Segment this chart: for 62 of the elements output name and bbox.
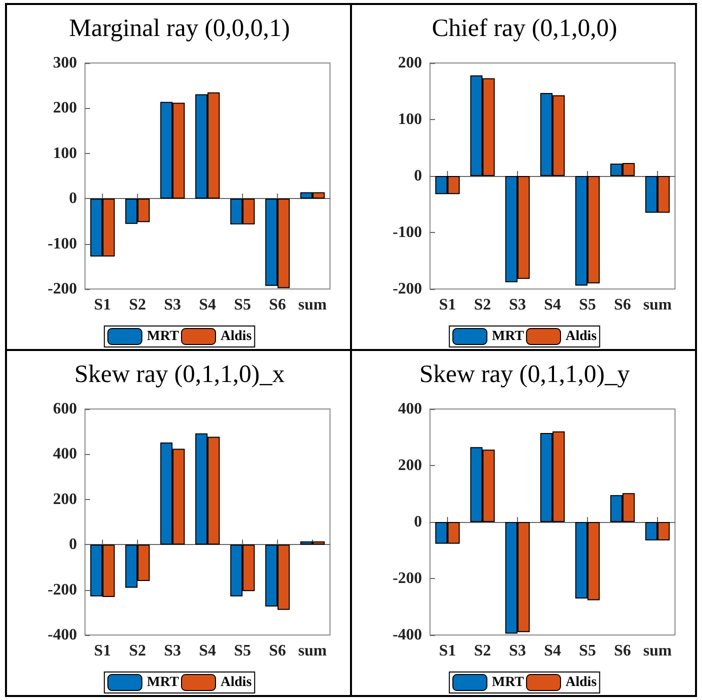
y-tick-label: -400	[48, 626, 77, 644]
x-tick-label: S2	[129, 296, 146, 314]
y-tick-label: 100	[398, 111, 422, 128]
y-tick-label: 200	[398, 457, 422, 474]
y-tick-label: 0	[69, 536, 77, 554]
y-tick-label: 400	[398, 400, 422, 418]
x-tick-label: S4	[544, 642, 561, 660]
y-tick-label: 0	[69, 190, 77, 208]
y-tick-label: 0	[414, 514, 422, 530]
x-tick-label: sum	[298, 642, 328, 660]
x-tick-label: S6	[269, 296, 286, 314]
legend-label: Aldis	[220, 329, 252, 344]
x-tick-label: S4	[199, 642, 216, 660]
chart-title: Skew ray (0,1,1,0)_x	[74, 361, 286, 388]
x-tick-label: S3	[164, 642, 181, 660]
y-tick-label: 200	[398, 54, 422, 72]
legend-label: MRT	[492, 329, 525, 344]
y-tick-label: 100	[53, 144, 77, 162]
y-tick-label: -100	[392, 224, 422, 241]
legend-label: MRT	[146, 675, 180, 690]
x-tick-label: S2	[474, 642, 491, 660]
x-tick-label: S5	[234, 642, 251, 660]
y-tick-label: 300	[53, 54, 77, 72]
x-tick-label: S3	[164, 296, 181, 314]
y-tick-label: -200	[392, 280, 422, 298]
y-tick-label: -200	[48, 280, 77, 298]
x-tick-label: S2	[129, 642, 146, 660]
x-tick-label: sum	[643, 296, 672, 314]
legend-label: Aldis	[566, 675, 598, 690]
x-tick-label: S5	[234, 296, 251, 314]
x-tick-label: S1	[439, 642, 456, 660]
x-tick-label: S1	[439, 296, 456, 314]
x-tick-label: S3	[509, 642, 526, 660]
legend-label: Aldis	[220, 675, 252, 690]
x-tick-label: S5	[579, 642, 596, 660]
x-tick-label: S6	[614, 296, 631, 314]
x-tick-label: sum	[643, 642, 672, 660]
y-tick-label: 400	[53, 446, 77, 463]
y-tick-label: -200	[392, 570, 422, 587]
chart-title: Skew ray (0,1,1,0)_y	[419, 361, 630, 388]
y-tick-label: 600	[53, 400, 77, 418]
x-tick-label: S1	[94, 642, 111, 660]
y-tick-label: 200	[53, 100, 77, 117]
chart-title: Marginal ray (0,0,0,1)	[68, 15, 290, 42]
legend-label: Aldis	[566, 329, 598, 344]
x-tick-label: S4	[199, 296, 216, 314]
x-tick-label: S6	[614, 642, 631, 660]
legend-label: MRT	[492, 675, 525, 690]
y-tick-label: 0	[414, 168, 422, 184]
x-tick-label: S4	[544, 296, 561, 314]
legend-label: MRT	[146, 329, 180, 344]
x-tick-label: S3	[509, 296, 526, 314]
y-tick-label: -100	[48, 235, 77, 252]
x-tick-label: sum	[298, 296, 328, 314]
x-tick-label: S2	[474, 296, 491, 314]
x-tick-label: S6	[269, 642, 286, 660]
y-tick-label: 200	[53, 490, 77, 508]
y-tick-label: -200	[48, 581, 77, 598]
chart-title: Chief ray (0,1,0,0)	[432, 15, 618, 42]
x-tick-label: S1	[94, 296, 111, 314]
x-tick-label: S5	[579, 296, 596, 314]
y-tick-label: -400	[392, 626, 422, 644]
